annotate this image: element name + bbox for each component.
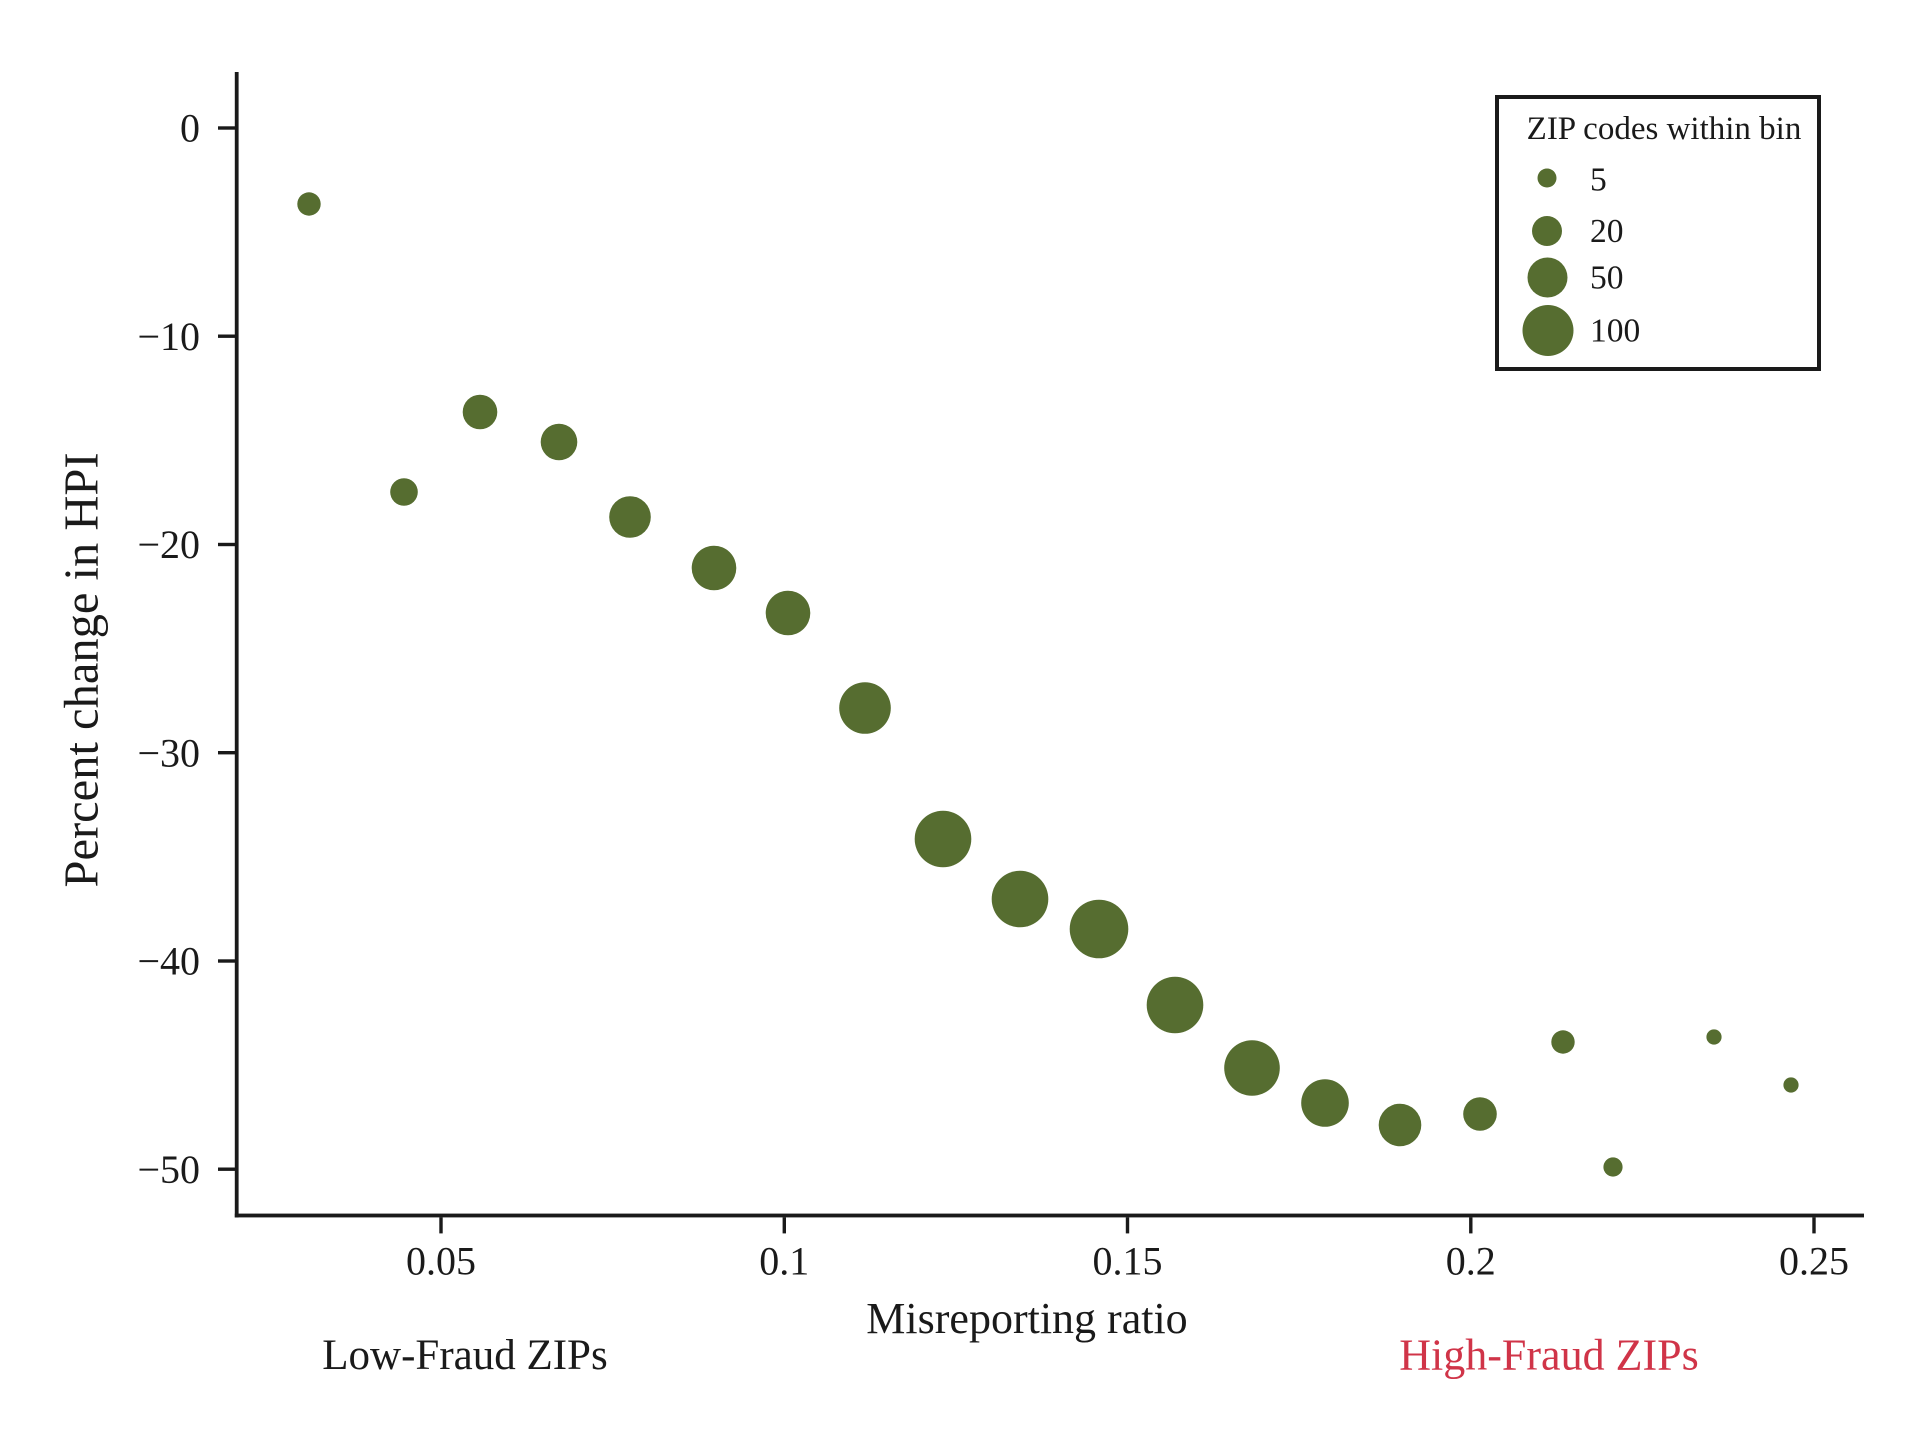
svg-text:0.25: 0.25 <box>1779 1239 1849 1284</box>
svg-text:0.1: 0.1 <box>759 1239 809 1284</box>
svg-text:−40: −40 <box>137 939 200 984</box>
svg-text:0.2: 0.2 <box>1446 1239 1496 1284</box>
svg-text:−20: −20 <box>137 522 200 567</box>
svg-text:−30: −30 <box>137 730 200 775</box>
svg-text:100: 100 <box>1590 313 1640 350</box>
svg-text:−50: −50 <box>137 1147 200 1192</box>
svg-text:20: 20 <box>1590 213 1624 250</box>
svg-text:Misreporting ratio: Misreporting ratio <box>866 1294 1187 1343</box>
svg-text:5: 5 <box>1590 162 1607 199</box>
svg-text:−10: −10 <box>137 314 200 359</box>
svg-text:ZIP codes within bin: ZIP codes within bin <box>1527 111 1802 147</box>
svg-text:High-Fraud ZIPs: High-Fraud ZIPs <box>1399 1331 1698 1380</box>
svg-text:0.05: 0.05 <box>406 1239 476 1284</box>
svg-text:0: 0 <box>180 106 200 151</box>
svg-text:50: 50 <box>1590 260 1624 297</box>
svg-text:0.15: 0.15 <box>1093 1239 1163 1284</box>
svg-text:Percent change in HPI: Percent change in HPI <box>56 452 109 887</box>
svg-text:Low-Fraud ZIPs: Low-Fraud ZIPs <box>322 1332 607 1379</box>
